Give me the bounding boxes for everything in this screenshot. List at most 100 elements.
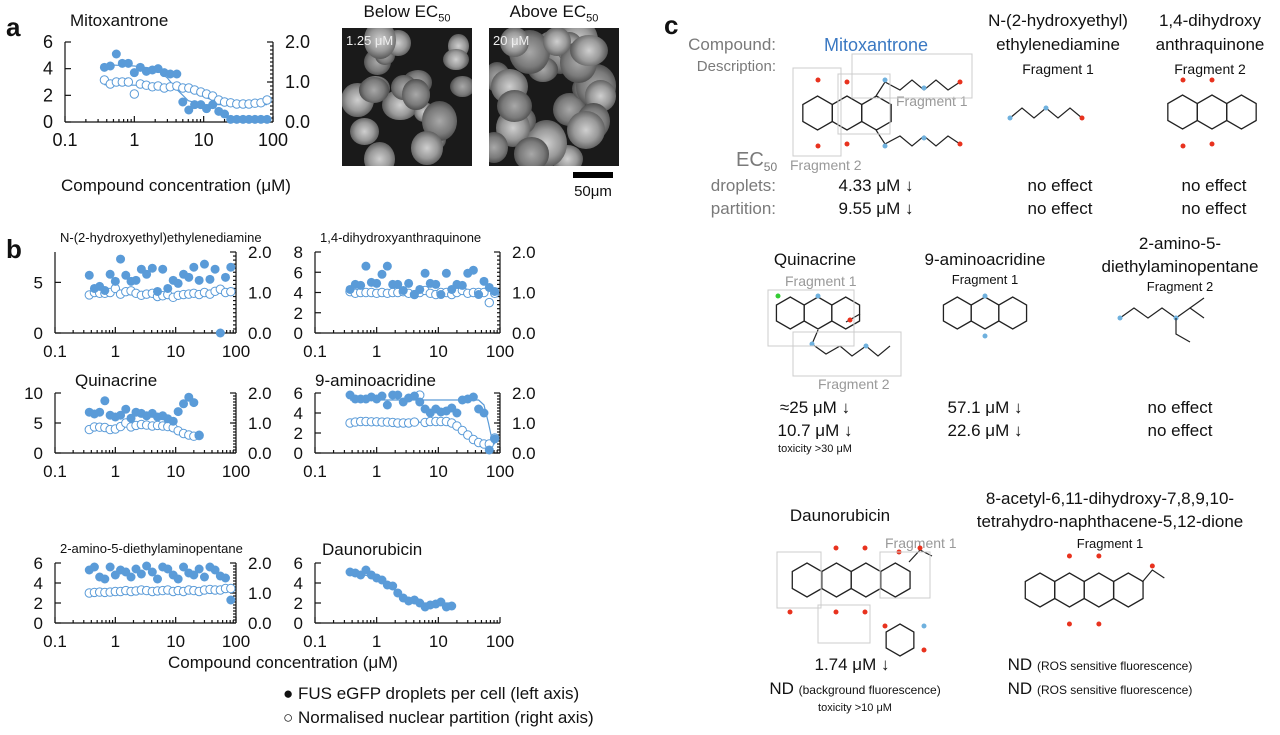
droplet-point <box>436 290 446 300</box>
x-tick-label: 10 <box>429 462 448 481</box>
x-axis-label-a: Compound concentration (μM) <box>61 176 291 195</box>
droplet-point <box>142 561 152 571</box>
partition-point <box>409 417 420 427</box>
droplet-point <box>404 278 414 288</box>
droplet-point <box>431 279 441 289</box>
panel-label-a: a <box>6 12 21 42</box>
chart-title: N-(2-hydroxyethyl)ethylenediamine <box>60 230 262 245</box>
y-tick-label-left: 6 <box>294 554 303 573</box>
x-tick-label: 1 <box>372 342 381 361</box>
daunorubicin-droplets-ec50: 1.74 μM ↓ <box>814 655 890 674</box>
cell-nucleus <box>513 137 549 166</box>
y-tick-label-left: 10 <box>24 384 43 403</box>
droplet-point <box>361 261 371 271</box>
cell-nucleus <box>358 76 390 103</box>
droplet-point <box>165 69 175 79</box>
droplet-point <box>136 569 146 579</box>
chart-0: Mitoxantrone 0.1 1 10 100 0 2 4 6 0.0 1.0 2.0 <box>43 11 310 150</box>
droplet-point <box>95 407 105 417</box>
y-tick-label-right: 1.0 <box>512 414 536 433</box>
droplet-point <box>441 268 451 278</box>
y-tick-label-left: 2 <box>43 85 53 105</box>
y-tick-label-left: 0 <box>34 444 43 463</box>
droplet-point <box>199 572 209 582</box>
droplet-point <box>179 562 189 572</box>
x-tick-label: 100 <box>486 632 514 651</box>
chart-1: N-(2-hydroxyethyl)ethylenediamine 0.1 1 10 1… <box>34 230 272 361</box>
droplet-point <box>110 276 120 286</box>
y-tick-label-right: 1.0 <box>512 284 536 303</box>
partition-point <box>262 95 272 105</box>
droplet-point <box>89 562 99 572</box>
droplet-point <box>447 601 457 611</box>
droplet-point <box>215 328 225 338</box>
dha-description: Fragment 2 <box>1174 61 1246 77</box>
droplet-point <box>172 69 182 79</box>
chart-2: 1,4-dihydroxyanthraquinone 0.1 1 10 100 024 68… <box>294 230 536 361</box>
aminoacridine-partition-ec50: 22.6 μM ↓ <box>947 421 1023 440</box>
y-tick-label-left: 4 <box>294 574 303 593</box>
droplet-point <box>173 407 183 417</box>
nd-text: ND <box>1007 655 1033 674</box>
y-tick-label-right: 2.0 <box>248 554 272 573</box>
quinacrine-partition-ec50: 10.7 μM ↓ <box>777 421 853 440</box>
compound-name-adp-line2: diethylaminopentane <box>1101 257 1259 276</box>
row-label-compound: Compound: <box>688 35 776 54</box>
droplet-point <box>221 573 231 583</box>
x-tick-label: 100 <box>486 342 514 361</box>
x-tick-label: 0.1 <box>43 632 67 651</box>
x-tick-label: 10 <box>194 130 214 150</box>
droplet-point <box>142 269 152 279</box>
adp-droplets-ec50: no effect <box>1147 398 1213 417</box>
droplet-point <box>184 272 194 282</box>
cell-nucleus <box>402 78 430 111</box>
droplet-point <box>158 264 168 274</box>
droplet-point <box>116 254 126 264</box>
image-title-above-sub: 50 <box>586 12 599 25</box>
cell-nucleus <box>363 28 397 60</box>
x-tick-label: 10 <box>166 342 185 361</box>
y-tick-label-left: 2 <box>34 594 43 613</box>
y-tick-label-left: 0 <box>294 444 303 463</box>
partition-point <box>123 77 134 87</box>
droplet-point <box>415 284 425 294</box>
droplet-point <box>194 564 204 574</box>
compound-name-naphthacene-line2: tetrahydro-naphthacene-5,12-dione <box>976 512 1244 531</box>
y-tick-label-left: 5 <box>34 414 43 433</box>
droplet-point <box>221 272 231 282</box>
microscopy-image-above-ec50: 20 μM <box>489 28 619 166</box>
y-tick-label-left: 0 <box>34 614 43 633</box>
x-tick-label: 100 <box>222 342 250 361</box>
y-tick-label-right: 0.0 <box>512 324 536 343</box>
compound-name-hee-line1: N-(2-hydroxyethyl) <box>988 11 1128 30</box>
compound-name-dha-line2: anthraquinone <box>1155 35 1265 54</box>
droplet-point <box>121 404 131 414</box>
y-tick-label-left: 8 <box>294 243 303 262</box>
hee-description: Fragment 1 <box>1022 61 1094 77</box>
mitoxantrone-fragment2-label: Fragment 2 <box>790 157 862 173</box>
droplet-point <box>457 280 467 290</box>
droplet-point <box>210 565 220 575</box>
nd-note: (background fluorescence) <box>798 683 941 697</box>
nd-text: ND <box>769 679 794 698</box>
mitoxantrone-droplets-ec50: 4.33 μM ↓ <box>838 176 914 195</box>
droplet-point <box>100 574 110 584</box>
row-label-droplets: droplets: <box>710 176 776 195</box>
droplet-point <box>490 286 500 296</box>
mitoxantrone-fragment1-label: Fragment 1 <box>896 93 968 109</box>
droplet-point <box>184 105 194 115</box>
image-conc-above: 20 μM <box>493 33 530 48</box>
ec50-sub: 50 <box>763 160 778 174</box>
compound-name-quinacrine: Quinacrine <box>773 250 857 269</box>
quinacrine-fragment1-label: Fragment 1 <box>785 273 857 289</box>
droplet-point <box>131 275 141 285</box>
cell-nucleus <box>350 118 380 146</box>
quinacrine-droplets-ec50: ≈25 μM ↓ <box>779 398 851 417</box>
droplet-point <box>194 275 204 285</box>
image-title-below-text: Below EC <box>363 2 439 21</box>
x-tick-label: 100 <box>258 130 288 150</box>
y-tick-label-right: 0.0 <box>248 614 272 633</box>
